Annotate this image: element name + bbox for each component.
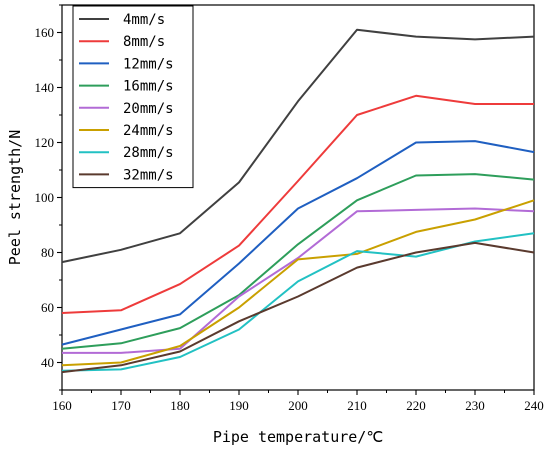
legend-label-16mms: 16mm/s [123,79,174,95]
series-line-16mms [61,173,535,350]
legend-label-28mms: 28mm/s [123,145,174,161]
y-tick-label-6: 160 [35,25,55,40]
series-line-20mms [62,207,535,354]
legend: 4mm/s 8mm/s 12mm/s 16mm/s 20mm/s 24mm/s 28mm/s… [72,5,194,189]
series-line-12mms [61,140,535,346]
series-line-32mms [61,241,535,374]
legend-label-24mms: 24mm/s [123,123,174,139]
y-tick-label-2: 80 [41,245,54,260]
legend-label-8mms: 8mm/s [123,34,165,50]
x-tick-label-1: 170 [111,398,131,413]
y-tick-label-1: 60 [41,300,54,315]
x-tick-label-0: 160 [52,398,72,413]
x-tick-label-4: 200 [288,398,308,413]
series-line-4mms [61,28,535,264]
legend-label-12mms: 12mm/s [123,56,174,72]
series-line-28mms [61,232,535,372]
x-tick-label-5: 210 [347,398,367,413]
legend-box [72,5,194,189]
series-layer [61,28,535,374]
x-axis-title: Pipe temperature/℃ [213,428,383,446]
y-tick-label-3: 100 [35,190,55,205]
y-tick-label-0: 40 [41,355,54,370]
y-tick-label-4: 120 [35,135,55,150]
legend-label-4mms: 4mm/s [123,12,165,28]
axes: 160 170 180 190 200 210 220 230 240 40 60 80 100 120 1… [35,4,544,413]
y-tick-label-5: 140 [35,80,55,95]
x-tick-label-3: 190 [229,398,249,413]
series-line-8mms [61,94,534,314]
y-axis-title: Peel strength/N [6,130,24,265]
x-tick-label-8: 240 [524,398,544,413]
x-tick-label-6: 220 [406,398,426,413]
x-tick-label-2: 180 [170,398,190,413]
x-tick-label-7: 230 [465,398,485,413]
series-line-24mms [61,199,535,367]
legend-label-20mms: 20mm/s [123,101,174,117]
legend-label-32mms: 32mm/s [123,167,174,183]
